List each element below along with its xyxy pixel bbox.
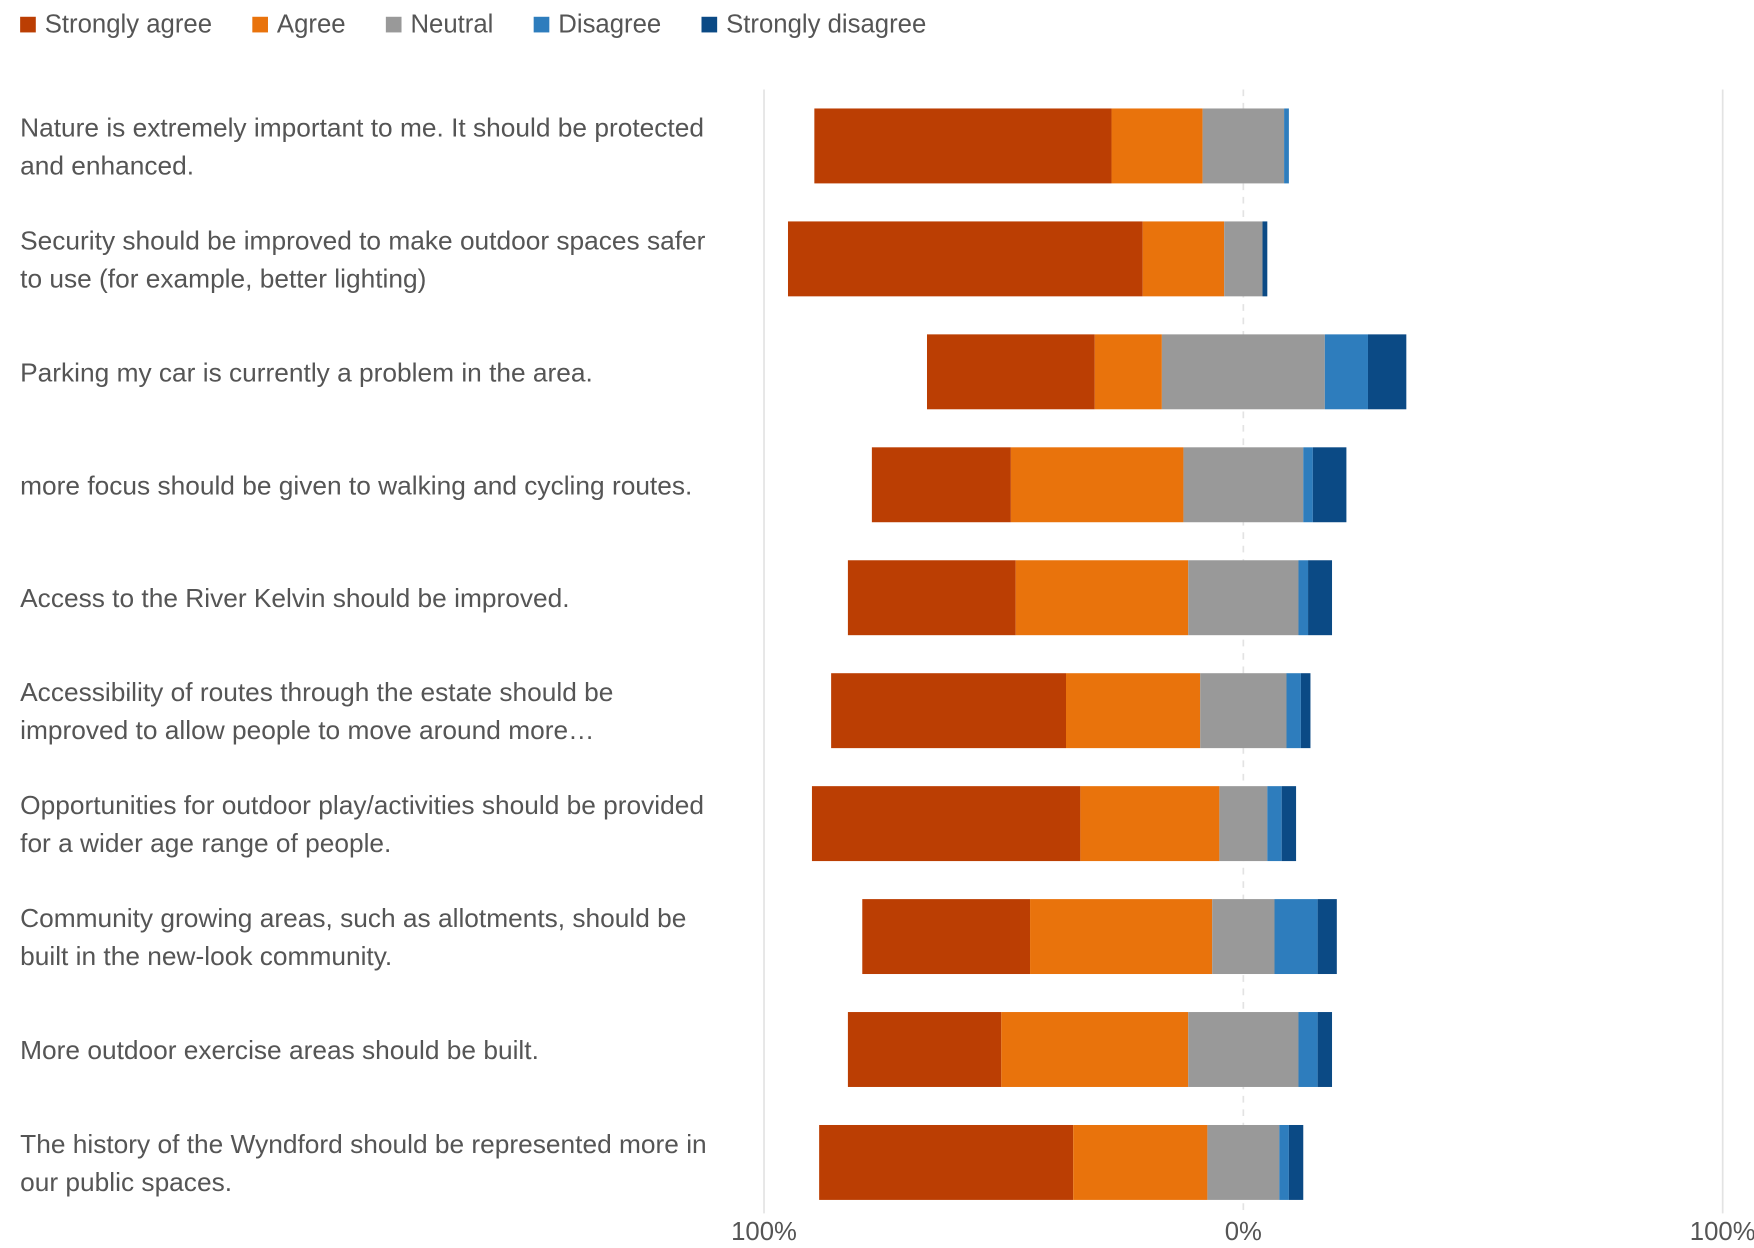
bar-segment: [1073, 1124, 1208, 1200]
bar-segment: [1200, 673, 1287, 749]
bar-segment: [1298, 1012, 1318, 1087]
category-label: more focus should be given to walking an…: [20, 470, 693, 500]
bar-segment: [1010, 447, 1184, 523]
bar-segment: [1224, 221, 1263, 297]
x-tick-label: 0%: [1225, 1218, 1262, 1246]
bar-segment: [811, 786, 1081, 862]
legend-label: Strongly disagree: [726, 11, 926, 39]
bar-segment: [1065, 673, 1201, 749]
category-text: Opportunities for outdoor play/activitie…: [20, 790, 705, 858]
legend-swatch: [533, 16, 550, 33]
bar-segment: [819, 1124, 1074, 1200]
bar-segment: [1161, 334, 1325, 410]
category-label: Opportunities for outdoor play/activitie…: [20, 790, 705, 858]
category-text: Access to the River Kelvin should be imp…: [20, 583, 570, 613]
bar-segment: [1183, 447, 1304, 523]
category-label: Parking my car is currently a problem in…: [20, 357, 593, 387]
bar-segment: [1080, 786, 1220, 862]
bar-segment: [1324, 334, 1368, 410]
bar-segment: [1030, 899, 1213, 975]
legend-swatch: [20, 16, 36, 33]
bar-segment: [1288, 1124, 1304, 1200]
bar-segment: [926, 334, 1095, 410]
category-label: Accessibility of routes through the esta…: [20, 677, 614, 745]
bar-segment: [831, 673, 1066, 749]
bar-segment: [871, 447, 1011, 523]
category-text: The history of the Wyndford should be re…: [20, 1128, 707, 1196]
bar-segment: [1188, 1012, 1299, 1087]
category-text: more focus should be given to walking an…: [20, 470, 693, 500]
bar-segment: [1111, 108, 1203, 184]
category-label: The history of the Wyndford should be re…: [20, 1128, 707, 1196]
legend-label: Strongly agree: [45, 11, 212, 39]
bar-segment: [1267, 786, 1282, 862]
bar-segment: [1284, 108, 1289, 184]
category-label: Access to the River Kelvin should be imp…: [20, 583, 570, 613]
category-text: Nature is extremely important to me. It …: [20, 112, 704, 180]
legend-swatch: [701, 16, 718, 33]
category-text: Community growing areas, such as allotme…: [20, 903, 687, 971]
bar-segment: [814, 108, 1112, 184]
category-text: More outdoor exercise areas should be bu…: [20, 1034, 539, 1065]
category-label: Nature is extremely important to me. It …: [20, 112, 704, 180]
bar-segment: [787, 221, 1143, 297]
bar-segment: [1279, 1124, 1289, 1200]
bar-segment: [1286, 673, 1301, 749]
bar-segment: [1212, 899, 1275, 975]
bar-segment: [1094, 334, 1162, 410]
bar-segment: [1367, 334, 1407, 410]
bar-segment: [1312, 447, 1347, 523]
bar-segment: [1308, 560, 1333, 636]
category-text: Parking my car is currently a problem in…: [20, 357, 593, 387]
legend-swatch: [385, 16, 402, 33]
bar-segment: [1317, 1012, 1333, 1087]
bar-segment: [1274, 899, 1318, 975]
bar-segment: [847, 1012, 1002, 1087]
category-label: Security should be improved to make outd…: [20, 225, 706, 293]
legend-label: Agree: [277, 11, 346, 39]
bar-segment: [1300, 673, 1311, 749]
bar-segment: [1015, 560, 1189, 636]
bar-segment: [1298, 560, 1309, 636]
category-label: More outdoor exercise areas should be bu…: [20, 1034, 539, 1065]
x-tick-label: 100%: [731, 1218, 797, 1246]
category-text: Accessibility of routes through the esta…: [20, 677, 614, 745]
bar-segment: [1281, 786, 1297, 862]
legend-label: Neutral: [410, 11, 493, 39]
legend-swatch: [252, 16, 268, 33]
bar-segment: [1303, 447, 1313, 523]
x-tick-label: 100%: [1690, 1218, 1754, 1246]
bar-segment: [1142, 221, 1225, 297]
legend-label: Disagree: [558, 11, 661, 39]
bar-segment: [1202, 108, 1285, 184]
bar-segment: [1188, 560, 1299, 636]
bar-segment: [1001, 1012, 1189, 1087]
bar-segment: [862, 899, 1031, 975]
bar-segment: [1262, 221, 1268, 297]
category-label: Community growing areas, such as allotme…: [20, 903, 687, 971]
bar-segment: [1219, 786, 1268, 862]
bar-segment: [847, 560, 1016, 636]
bar-segment: [1207, 1124, 1280, 1200]
bar-segment: [1317, 899, 1337, 975]
category-text: Security should be improved to make outd…: [20, 225, 706, 293]
